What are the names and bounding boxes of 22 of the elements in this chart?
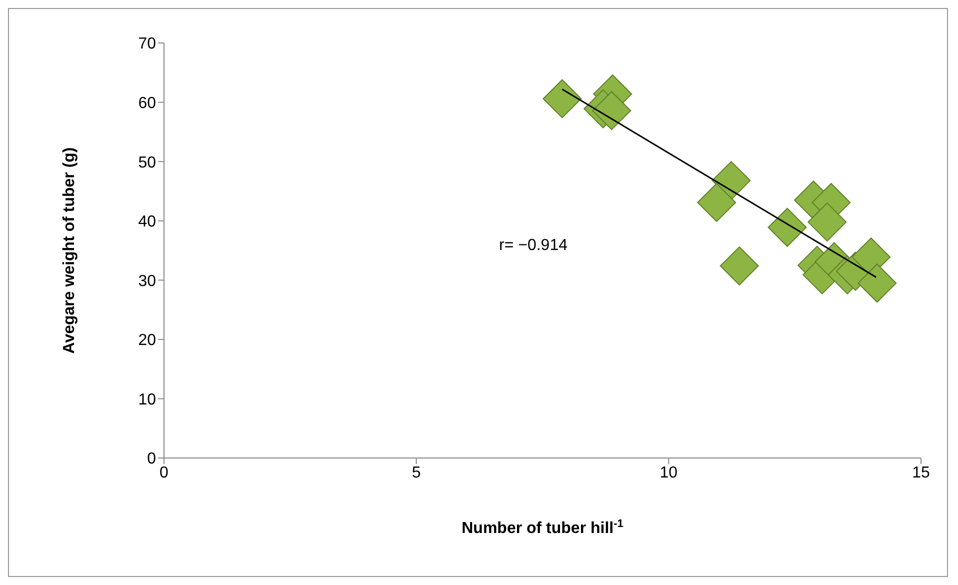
x-tick-label: 0 <box>160 464 169 482</box>
point <box>720 246 759 286</box>
y-tick-label: 30 <box>138 272 156 290</box>
x-tick-label: 15 <box>912 464 930 482</box>
x-axis-title: Number of tuber hill$^{-1}$ <box>462 518 624 537</box>
point <box>768 208 807 247</box>
y-axis-title: Avegare weight of tuber (g) <box>61 147 78 354</box>
annotation: r= −0.914 <box>499 237 568 255</box>
y-tick-label: 70 <box>138 36 156 53</box>
y-tick-label: 10 <box>138 391 156 408</box>
y-tick-label: 40 <box>138 214 156 231</box>
point <box>592 91 632 130</box>
point <box>808 202 847 242</box>
x-tick-label: 5 <box>412 464 421 482</box>
y-tick-label: 20 <box>138 332 156 350</box>
point <box>858 264 897 303</box>
y-tick-label: 60 <box>138 94 156 112</box>
point <box>542 79 582 118</box>
point <box>697 182 736 222</box>
x-tick-label: 10 <box>660 464 678 482</box>
y-tick-label: 50 <box>138 154 156 172</box>
y-tick-label: 0 <box>147 450 156 468</box>
